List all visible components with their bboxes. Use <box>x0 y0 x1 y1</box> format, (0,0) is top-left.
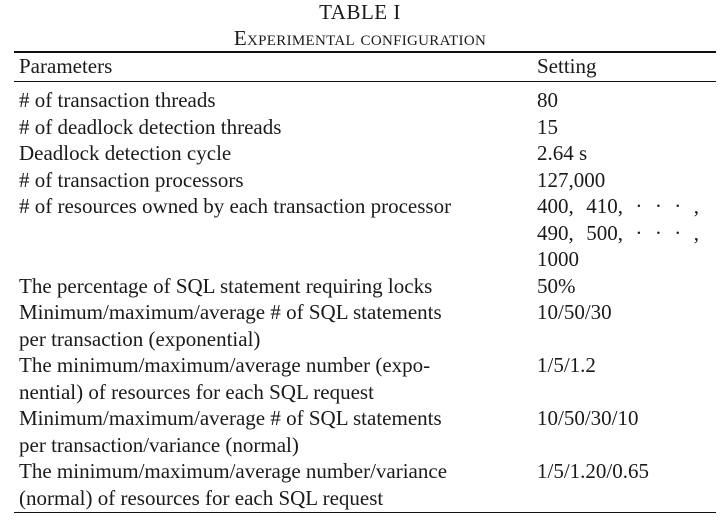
param-cell: Deadlock detection cycle <box>19 141 232 165</box>
param-line: The minimum/maximum/average number (expo… <box>19 353 431 377</box>
param-cell: # of deadlock detection threads <box>19 114 282 139</box>
table-row: # of transaction threads 80 <box>19 87 709 114</box>
param-line: (normal) of resources for each SQL reque… <box>19 485 384 510</box>
setting-cell: 127,000 <box>537 167 606 192</box>
header-parameters: Parameters <box>19 54 113 78</box>
setting-cell: 10/50/30/10 <box>537 406 639 430</box>
param-line: The minimum/maximum/average number/varia… <box>19 459 448 483</box>
param-cell: # of transaction threads <box>19 88 216 112</box>
setting-cell: 80 <box>537 88 558 112</box>
setting-line: 1000 <box>537 247 579 271</box>
table-row: # of resources owned by each transaction… <box>19 193 709 273</box>
header-setting: Setting <box>537 54 597 78</box>
param-line: nential) of resources for each SQL reque… <box>19 379 374 404</box>
table-title: Experimental configuration <box>233 26 487 50</box>
setting-cell: 50% <box>537 273 576 298</box>
setting-cell: 400, 410, · · · , 490, 500, · · · , 1000 <box>537 193 699 273</box>
bottom-rule <box>14 512 716 513</box>
setting-cell: 2.64 s <box>537 141 588 165</box>
table-body: # of transaction threads 80 # of deadloc… <box>19 87 709 511</box>
table-row: Deadlock detection cycle 2.64 s <box>19 140 709 167</box>
setting-cell: 1/5/1.20/0.65 <box>537 459 650 483</box>
param-line: Minimum/maximum/average # of SQL stateme… <box>19 300 442 324</box>
table-row: # of deadlock detection threads 15 <box>19 114 709 141</box>
top-rule <box>14 51 716 53</box>
setting-cell: 1/5/1.2 <box>537 353 596 377</box>
setting-cell: 15 <box>537 114 558 139</box>
table-row: # of transaction processors 127,000 <box>19 167 709 194</box>
table-label: TABLE I <box>319 0 401 24</box>
param-cell: The percentage of SQL statement requirin… <box>19 273 433 298</box>
table-row: The minimum/maximum/average number/varia… <box>19 458 709 511</box>
table-row: The minimum/maximum/average number (expo… <box>19 352 709 405</box>
param-cell: Minimum/maximum/average # of SQL stateme… <box>19 299 501 352</box>
table-row: The percentage of SQL statement requirin… <box>19 273 709 300</box>
header-rule <box>14 81 716 82</box>
param-cell: Minimum/maximum/average # of SQL stateme… <box>19 405 501 458</box>
setting-line: 490, 500, · · · , <box>537 220 699 245</box>
table-row: Minimum/maximum/average # of SQL stateme… <box>19 405 709 458</box>
param-cell: The minimum/maximum/average number/varia… <box>19 458 501 511</box>
param-line: per transaction (exponential) <box>19 326 261 351</box>
param-cell: # of transaction processors <box>19 167 244 192</box>
param-line: Minimum/maximum/average # of SQL stateme… <box>19 406 442 430</box>
setting-cell: 10/50/30 <box>537 300 612 324</box>
param-line: per transaction/variance (normal) <box>19 432 299 457</box>
setting-line: 400, 410, · · · , <box>537 194 699 218</box>
param-cell: The minimum/maximum/average number (expo… <box>19 352 501 405</box>
param-cell: # of resources owned by each transaction… <box>19 194 452 218</box>
table-row: Minimum/maximum/average # of SQL stateme… <box>19 299 709 352</box>
